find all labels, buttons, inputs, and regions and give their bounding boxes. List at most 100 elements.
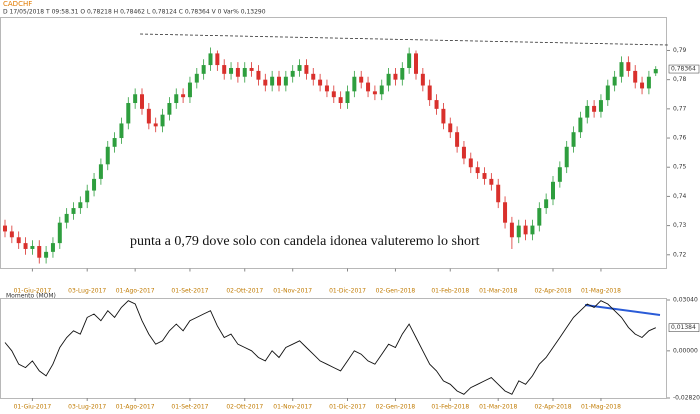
resistance-line bbox=[139, 33, 669, 46]
candle-body bbox=[448, 123, 453, 133]
x-tick-label: 02-Gen-2018 bbox=[376, 288, 416, 295]
x-tick-label: 03-Lug-2017 bbox=[68, 288, 106, 295]
x-tick-label: 02-Gen-2018 bbox=[376, 404, 416, 411]
candle-body bbox=[23, 243, 28, 249]
x-tick-label: 01-Mar-2018 bbox=[479, 288, 517, 295]
candle-body bbox=[112, 138, 117, 147]
x-tick-label: 02-Apr-2018 bbox=[534, 404, 571, 411]
candle-body bbox=[187, 82, 192, 98]
candle-body bbox=[3, 225, 7, 232]
candle-body bbox=[64, 213, 69, 223]
candle-body bbox=[140, 94, 144, 109]
candle-body bbox=[461, 146, 466, 159]
candle-body bbox=[324, 85, 329, 92]
candle-body bbox=[523, 225, 528, 235]
candle-body bbox=[633, 70, 638, 83]
candle-body bbox=[612, 76, 617, 86]
quote-info: D 17/05/2018 T 09:58.31 O 0,78218 H 0,78… bbox=[3, 9, 266, 16]
candle-body bbox=[407, 53, 412, 68]
y-tick-label: 0,76 bbox=[673, 135, 687, 142]
y-tick-label: 0,77 bbox=[673, 105, 687, 112]
candle-body bbox=[571, 132, 576, 147]
candle-body bbox=[37, 246, 42, 258]
candle-body bbox=[455, 132, 460, 147]
y-tick-label: 0,73 bbox=[673, 222, 687, 229]
candle-body bbox=[153, 123, 158, 127]
candle-body bbox=[57, 222, 62, 244]
candle-body bbox=[372, 91, 377, 95]
candle-body bbox=[331, 91, 336, 98]
candle-body bbox=[646, 76, 651, 89]
price-panel bbox=[0, 17, 667, 269]
candle-body bbox=[345, 91, 350, 104]
x-tick-label: 01-Dic-2017 bbox=[329, 288, 366, 295]
candle-body bbox=[598, 100, 603, 112]
candle-body bbox=[626, 62, 631, 71]
y-tick-label: 0,00000 bbox=[673, 347, 698, 354]
y-tick-label: 0,74 bbox=[673, 193, 687, 200]
candle-body bbox=[640, 82, 645, 89]
y-tick-label: 0,03040 bbox=[673, 297, 698, 304]
candle-body bbox=[105, 146, 110, 165]
candle-body bbox=[475, 167, 480, 174]
x-tick-label: 01-Giu-2017 bbox=[14, 288, 52, 295]
candle-body bbox=[174, 94, 179, 104]
candle-body bbox=[338, 97, 343, 104]
candle-body bbox=[16, 237, 21, 244]
candle-body bbox=[468, 158, 473, 168]
candle-body bbox=[434, 100, 439, 109]
symbol: CADCHF bbox=[3, 0, 32, 8]
momentum-title: Momento (MOM) bbox=[6, 293, 56, 300]
x-tick-label: 01-Feb-2018 bbox=[431, 404, 469, 411]
candle-body bbox=[441, 108, 446, 124]
candle-body bbox=[359, 76, 364, 83]
candle-body bbox=[9, 231, 14, 238]
x-tick-label: 01-Set-2017 bbox=[171, 404, 208, 411]
candle-body bbox=[564, 146, 569, 168]
candle-body bbox=[290, 70, 295, 77]
candle-body bbox=[92, 178, 97, 191]
candle-body bbox=[270, 76, 275, 86]
x-tick-label: 02-Ott-2017 bbox=[226, 404, 263, 411]
x-tick-label: 01-Nov-2017 bbox=[273, 404, 312, 411]
candle-body bbox=[393, 73, 398, 80]
candle-body bbox=[386, 73, 391, 86]
candle-body bbox=[482, 173, 487, 179]
candle-body bbox=[311, 73, 316, 80]
candle-body bbox=[215, 53, 220, 66]
x-tick-label: 01-Mag-2018 bbox=[581, 288, 621, 295]
candle-body bbox=[537, 208, 542, 226]
candle-body bbox=[544, 199, 549, 209]
x-tick-label: 02-Ott-2017 bbox=[226, 288, 263, 295]
candle-body bbox=[50, 243, 55, 252]
x-tick-label: 01-Mag-2018 bbox=[581, 404, 621, 411]
candle-body bbox=[605, 85, 610, 101]
candle-body bbox=[592, 105, 597, 112]
x-tick-label: 01-Nov-2017 bbox=[273, 288, 312, 295]
candle-body bbox=[414, 53, 418, 74]
x-tick-label: 01-Mar-2018 bbox=[479, 404, 517, 411]
x-tick-label: 01-Ago-2017 bbox=[116, 404, 155, 411]
candle-body bbox=[619, 62, 624, 77]
candle-body bbox=[297, 65, 302, 71]
candle-body bbox=[167, 103, 172, 115]
candle-body bbox=[78, 202, 83, 209]
divergence-line bbox=[584, 304, 661, 316]
x-tick-label: 01-Giu-2017 bbox=[14, 404, 52, 411]
candle-body bbox=[420, 73, 425, 86]
candle-body bbox=[400, 67, 405, 80]
candle-body bbox=[249, 67, 254, 71]
candle-body bbox=[133, 94, 138, 104]
y-tick-label: 0,75 bbox=[673, 164, 687, 171]
candle-body bbox=[489, 178, 494, 185]
candle-body bbox=[194, 73, 199, 83]
candle-body bbox=[318, 79, 323, 86]
x-tick-label: 01-Ago-2017 bbox=[116, 288, 155, 295]
candle-body bbox=[585, 105, 590, 118]
candle-body bbox=[551, 181, 555, 200]
candle-body bbox=[352, 76, 357, 92]
candle-body bbox=[277, 76, 281, 86]
last-value-box bbox=[668, 64, 700, 74]
candle-body bbox=[496, 184, 501, 203]
